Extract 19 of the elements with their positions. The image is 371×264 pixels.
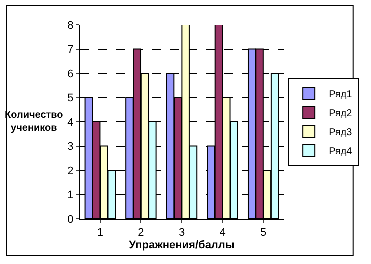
legend-label: Ряд3 [329,127,353,138]
x-axis-title: Упражнения/баллы [129,239,235,252]
y-tick-label: 0 [68,214,74,226]
x-tick-label: 4 [220,227,226,240]
x-tick-label: 2 [138,227,144,240]
y-tick-label: 4 [68,116,74,129]
y-tick-label: 2 [68,165,74,178]
y-tick-label: 6 [68,68,74,80]
x-tick-label: 1 [97,227,104,240]
legend-label: Ряд2 [329,108,353,120]
x-tick-label: 3 [178,227,186,240]
y-tick-label: 8 [68,20,74,32]
x-tick-label: 5 [260,227,267,240]
y-tick-label: 3 [68,141,74,154]
y-tick-label: 1 [68,190,74,202]
legend-label: Ряд4 [329,146,353,158]
y-tick-label: 5 [68,92,74,105]
y-tick-label: 7 [68,44,74,56]
legend-label: Ряд1 [329,89,353,100]
